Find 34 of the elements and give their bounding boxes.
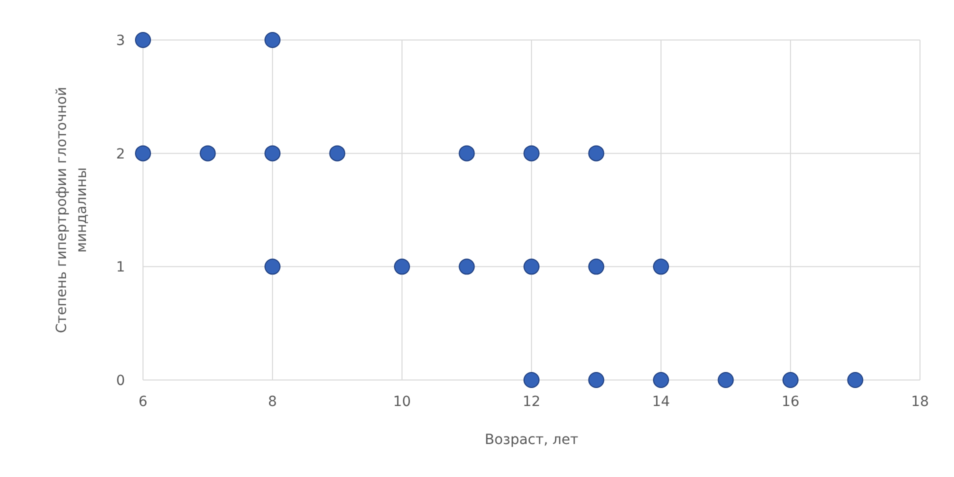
y-tick-label: 0 [116, 373, 125, 389]
x-axis-title: Возраст, лет [484, 432, 578, 448]
x-tick-label: 8 [268, 394, 277, 410]
point [588, 372, 604, 388]
point [394, 258, 410, 275]
point [588, 145, 604, 162]
point [264, 145, 280, 162]
y-tick-label: 3 [116, 33, 125, 49]
point [135, 32, 151, 48]
point [653, 372, 669, 388]
x-tick-label: 16 [782, 394, 800, 410]
y-tick-label: 2 [116, 146, 125, 162]
x-tick-label: 14 [652, 394, 670, 410]
point [718, 372, 734, 388]
point [847, 372, 864, 388]
point [524, 145, 540, 162]
point [588, 258, 604, 275]
y-tick-label: 1 [116, 260, 125, 276]
point [200, 145, 216, 162]
point [458, 145, 475, 162]
x-tick-label: 18 [911, 394, 929, 410]
point [264, 32, 280, 48]
x-tick-label: 6 [138, 394, 148, 410]
point [264, 258, 280, 275]
x-tick-label: 10 [393, 394, 411, 410]
point [524, 258, 540, 275]
y-axis-title: Степень гипертрофии глоточной миндалины [54, 86, 90, 334]
point [329, 145, 346, 162]
point [524, 372, 540, 388]
point [458, 258, 475, 275]
point [782, 372, 798, 388]
point [135, 145, 151, 162]
point [653, 258, 669, 275]
x-tick-label: 12 [522, 394, 540, 410]
